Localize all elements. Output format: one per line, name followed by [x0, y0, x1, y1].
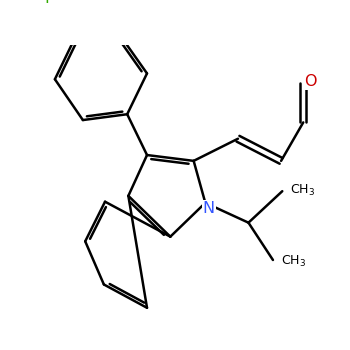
Text: CH$_3$: CH$_3$ [290, 182, 316, 197]
Text: CH$_3$: CH$_3$ [281, 254, 306, 269]
Text: O: O [304, 74, 316, 89]
Text: N: N [203, 201, 215, 216]
Text: F: F [44, 0, 54, 6]
